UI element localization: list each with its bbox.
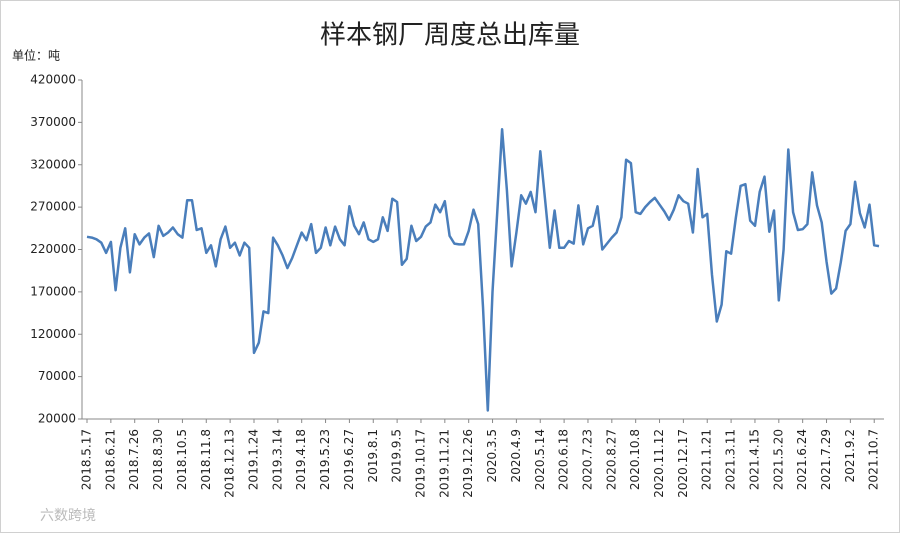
x-tick-label: 2019.12.26	[461, 429, 475, 498]
x-tick-label: 2019.3.14	[270, 429, 284, 490]
watermark: 六数跨境	[40, 508, 96, 524]
y-tick-label: 420000	[30, 73, 76, 87]
x-tick-label: 2018.6.21	[103, 429, 117, 490]
x-tick-label: 2020.3.5	[485, 429, 499, 482]
x-tick-label: 2019.11.21	[437, 429, 451, 498]
chart-title: 样本钢厂周度总出库量	[320, 21, 580, 51]
x-tick-label: 2020.5.14	[533, 429, 547, 490]
x-tick-label: 2020.4.9	[509, 429, 523, 482]
y-tick-label: 370000	[30, 115, 76, 129]
y-tick-label: 20000	[38, 412, 76, 426]
x-tick-label: 2021.6.24	[795, 429, 809, 490]
x-tick-label: 2018.8.30	[151, 429, 165, 490]
y-tick-label: 170000	[30, 284, 76, 298]
x-tick-label: 2019.8.1	[366, 429, 380, 482]
x-tick-label: 2021.7.29	[819, 429, 833, 490]
x-tick-label: 2018.11.8	[199, 429, 213, 490]
x-tick-label: 2020.8.27	[604, 429, 618, 490]
x-tick-label: 2019.10.17	[413, 429, 427, 498]
x-tick-label: 2021.10.7	[867, 429, 881, 490]
y-tick-label: 220000	[30, 242, 76, 256]
unit-label: 单位：吨	[12, 48, 60, 63]
x-tick-label: 2020.10.8	[628, 429, 642, 490]
x-tick-label: 2018.7.26	[127, 429, 141, 490]
x-tick-label: 2019.5.23	[318, 429, 332, 490]
x-tick-label: 2020.6.18	[557, 429, 571, 490]
x-tick-label: 2021.9.2	[843, 429, 857, 482]
x-tick-label: 2020.7.23	[580, 429, 594, 490]
data-line	[86, 127, 880, 412]
x-tick-label: 2021.1.21	[700, 429, 714, 490]
x-tick-label: 2019.1.24	[246, 429, 260, 490]
y-tick-label: 70000	[38, 369, 76, 383]
x-tick-label: 2018.5.17	[80, 429, 94, 490]
x-tick-label: 2020.12.17	[676, 429, 690, 498]
x-tick-label: 2021.5.20	[771, 429, 785, 490]
y-tick-label: 270000	[30, 200, 76, 214]
x-tick-label: 2019.9.5	[390, 429, 404, 482]
x-tick-label: 2018.12.13	[223, 429, 237, 498]
x-tick-label: 2019.4.18	[294, 429, 308, 490]
x-tick-label: 2021.3.11	[724, 429, 738, 490]
x-tick-label: 2021.4.15	[747, 429, 761, 490]
x-tick-label: 2018.10.5	[175, 429, 189, 490]
y-tick-label: 320000	[30, 157, 76, 171]
x-tick-label: 2019.6.27	[342, 429, 356, 490]
x-tick-label: 2020.11.12	[652, 429, 666, 498]
y-tick-label: 120000	[30, 327, 76, 341]
